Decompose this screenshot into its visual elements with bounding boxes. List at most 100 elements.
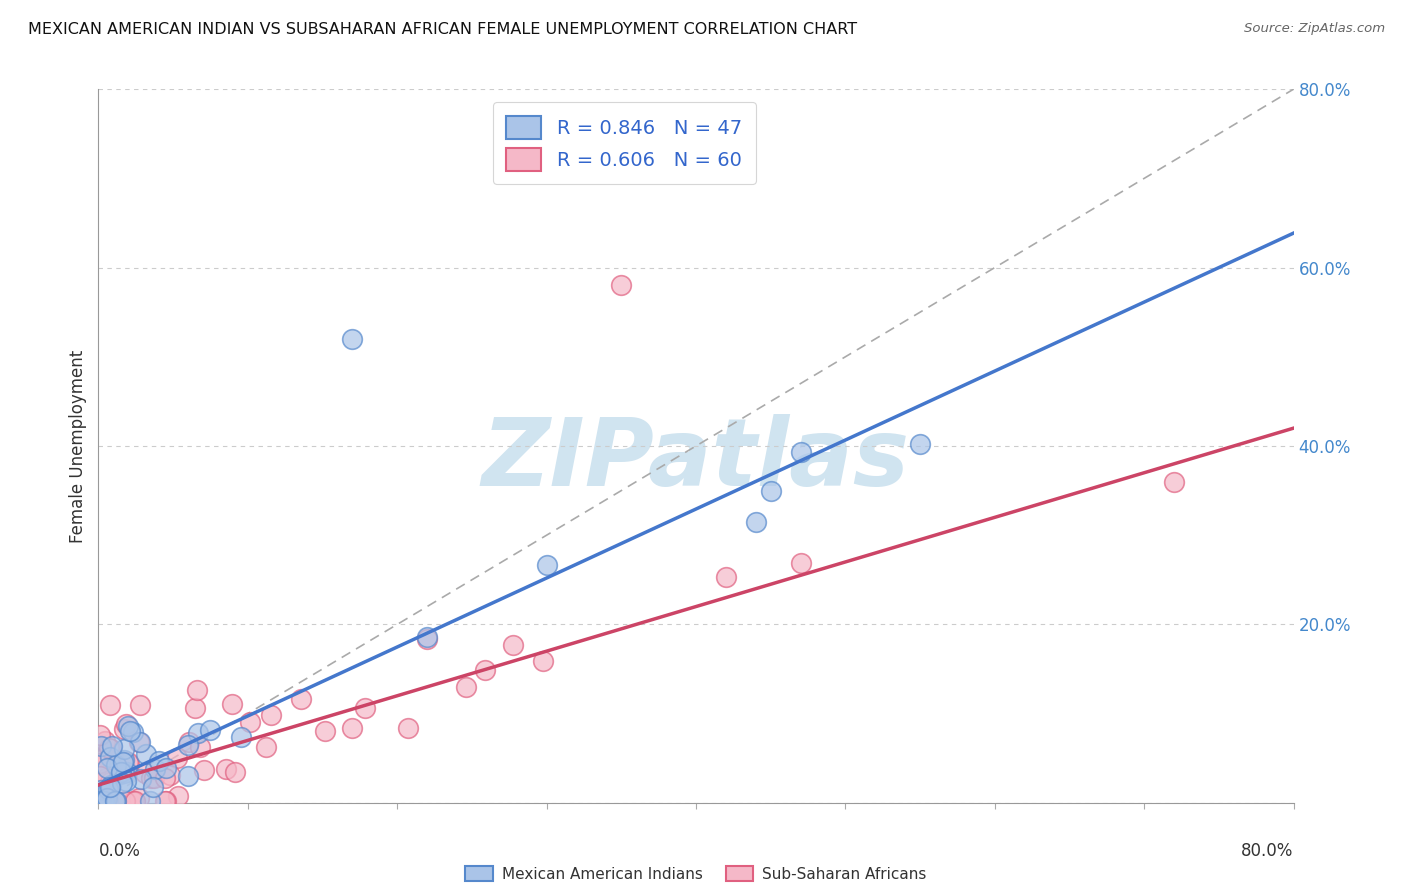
Point	[90, 782, 112, 797]
Point	[89, 794, 111, 808]
Point	[120, 723, 142, 738]
Point	[101, 739, 124, 753]
Point	[215, 762, 238, 776]
Point	[112, 742, 135, 756]
Text: ZIPatlas: ZIPatlas	[482, 414, 910, 507]
Point	[89, 757, 111, 772]
Point	[97, 794, 120, 808]
Point	[100, 780, 122, 794]
Point	[474, 663, 496, 677]
Point	[610, 278, 633, 293]
Point	[155, 761, 177, 775]
Point	[89, 728, 111, 742]
Point	[89, 794, 111, 808]
Text: MEXICAN AMERICAN INDIAN VS SUBSAHARAN AFRICAN FEMALE UNEMPLOYMENT CORRELATION CH: MEXICAN AMERICAN INDIAN VS SUBSAHARAN AF…	[28, 22, 858, 37]
Point	[89, 756, 111, 770]
Point	[112, 753, 135, 767]
Point	[118, 757, 141, 772]
Point	[89, 769, 111, 783]
Point	[229, 730, 252, 744]
Legend: Mexican American Indians, Sub-Saharan Africans: Mexican American Indians, Sub-Saharan Af…	[460, 860, 932, 888]
Point	[179, 735, 201, 749]
Point	[353, 701, 375, 715]
Point	[111, 776, 134, 790]
Point	[177, 769, 200, 783]
Point	[104, 794, 127, 808]
Point	[166, 751, 188, 765]
Point	[108, 767, 131, 781]
Point	[104, 794, 127, 808]
Point	[177, 738, 200, 752]
Point	[98, 775, 121, 789]
Point	[416, 630, 439, 644]
Point	[124, 794, 146, 808]
Point	[115, 717, 138, 731]
Point	[184, 701, 207, 715]
Point	[100, 777, 122, 791]
Point	[908, 436, 931, 450]
Point	[128, 698, 150, 713]
Point	[155, 794, 177, 808]
Point	[128, 791, 150, 805]
Point	[129, 772, 152, 787]
Point	[143, 762, 166, 776]
Point	[128, 735, 150, 749]
Point	[789, 445, 811, 459]
Point	[117, 755, 139, 769]
Point	[105, 758, 128, 772]
Point	[142, 780, 165, 794]
Point	[114, 794, 136, 808]
Point	[342, 332, 364, 346]
Point	[115, 774, 138, 789]
Point	[104, 754, 127, 768]
Point	[159, 768, 181, 782]
Point	[94, 748, 117, 763]
Point	[167, 789, 190, 804]
Point	[128, 735, 150, 749]
Point	[139, 771, 162, 785]
Point	[96, 790, 118, 805]
Point	[186, 682, 208, 697]
Point	[536, 558, 558, 573]
Point	[239, 715, 262, 730]
Point	[153, 794, 176, 808]
Point	[714, 570, 737, 584]
Point	[121, 794, 143, 808]
Point	[117, 719, 139, 733]
Point	[502, 638, 524, 652]
Point	[96, 761, 118, 775]
Point	[135, 747, 157, 761]
Y-axis label: Female Unemployment: Female Unemployment	[69, 350, 87, 542]
Point	[416, 632, 439, 646]
Point	[254, 739, 277, 754]
Point	[89, 782, 111, 797]
Point	[200, 723, 222, 737]
Point	[187, 725, 209, 739]
Point	[396, 721, 419, 735]
Point	[98, 698, 121, 712]
Text: 0.0%: 0.0%	[98, 842, 141, 860]
Point	[93, 794, 115, 808]
Point	[97, 782, 120, 797]
Point	[90, 739, 112, 753]
Point	[506, 153, 529, 168]
Point	[117, 764, 139, 779]
Point	[121, 725, 143, 739]
Point	[314, 724, 336, 739]
Point	[260, 708, 283, 723]
Point	[112, 723, 135, 737]
Point	[94, 733, 117, 747]
Point	[98, 750, 121, 764]
Point	[96, 771, 118, 785]
Point	[1163, 475, 1185, 489]
Point	[97, 740, 120, 755]
Point	[112, 766, 135, 780]
Text: 80.0%: 80.0%	[1241, 842, 1294, 860]
Point	[111, 755, 134, 769]
Point	[342, 721, 364, 735]
Point	[745, 515, 768, 529]
Point	[221, 698, 243, 712]
Point	[454, 680, 477, 694]
Point	[759, 484, 782, 499]
Point	[148, 754, 170, 768]
